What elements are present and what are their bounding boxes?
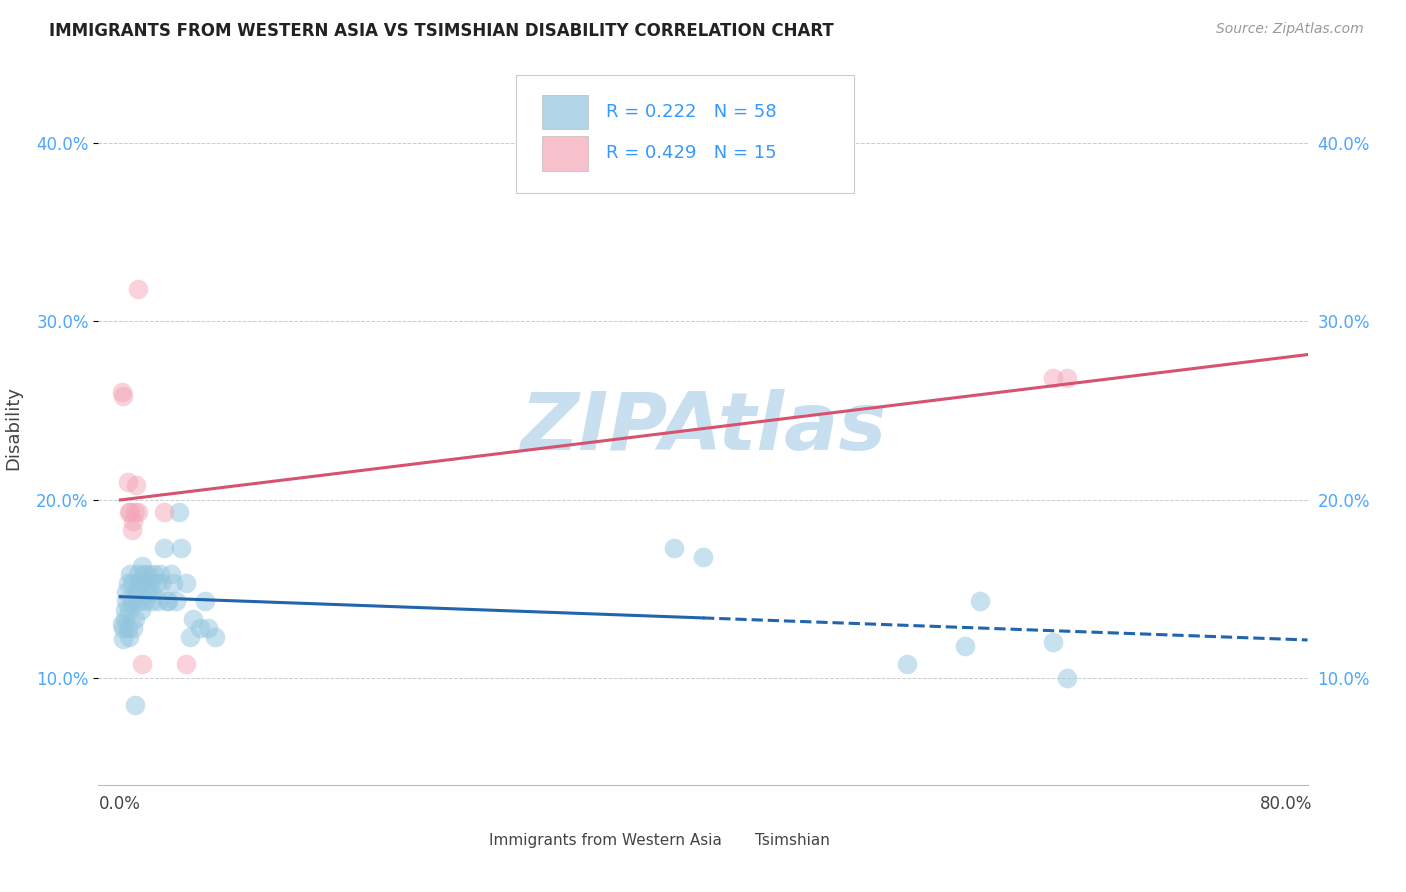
Point — [117, 621, 139, 635]
Point — [128, 576, 150, 591]
Point — [125, 585, 148, 599]
Point — [197, 621, 219, 635]
Text: Immigrants from Western Asia: Immigrants from Western Asia — [489, 833, 721, 848]
Point — [135, 585, 157, 599]
Point — [114, 603, 136, 617]
Point — [111, 385, 134, 400]
Point — [122, 514, 145, 528]
Bar — [456, 830, 482, 851]
Point — [170, 541, 193, 555]
Text: Tsimshian: Tsimshian — [755, 833, 830, 848]
FancyBboxPatch shape — [516, 75, 855, 193]
Point — [120, 505, 142, 519]
Point — [121, 523, 143, 537]
Point — [204, 630, 226, 644]
Text: R = 0.429   N = 15: R = 0.429 N = 15 — [606, 145, 778, 162]
Point — [114, 612, 136, 626]
Point — [194, 594, 217, 608]
Point — [145, 576, 167, 591]
Point — [138, 576, 160, 591]
Point — [121, 594, 143, 608]
Point — [127, 505, 149, 519]
Text: R = 0.222   N = 58: R = 0.222 N = 58 — [606, 103, 778, 121]
Point — [139, 585, 162, 599]
Point — [124, 612, 146, 626]
Point — [115, 594, 138, 608]
Text: IMMIGRANTS FROM WESTERN ASIA VS TSIMSHIAN DISABILITY CORRELATION CHART: IMMIGRANTS FROM WESTERN ASIA VS TSIMSHIA… — [49, 22, 834, 40]
Point — [156, 594, 179, 608]
Text: Source: ZipAtlas.com: Source: ZipAtlas.com — [1216, 22, 1364, 37]
Text: ZIPAtlas: ZIPAtlas — [520, 389, 886, 467]
Point — [141, 594, 163, 608]
Point — [1056, 371, 1078, 385]
Point — [129, 603, 152, 617]
Point — [131, 576, 153, 591]
Point — [112, 389, 135, 403]
Point — [118, 603, 141, 617]
Point — [160, 567, 183, 582]
Point — [117, 576, 139, 591]
Point — [125, 478, 148, 492]
Point — [153, 541, 176, 555]
Point — [167, 505, 190, 519]
Point — [127, 282, 149, 296]
Point — [120, 567, 142, 582]
Point — [179, 630, 201, 644]
Point — [662, 541, 685, 555]
Point — [146, 594, 169, 608]
Point — [165, 594, 187, 608]
Point — [131, 657, 153, 671]
Point — [1042, 635, 1064, 649]
Point — [131, 558, 153, 573]
Point — [128, 594, 150, 608]
Point — [117, 475, 139, 489]
Point — [112, 621, 135, 635]
Point — [111, 617, 134, 632]
Point — [142, 567, 165, 582]
Point — [115, 585, 138, 599]
Point — [157, 594, 180, 608]
Point — [190, 621, 212, 635]
Bar — [721, 830, 748, 851]
Point — [118, 630, 141, 644]
Point — [150, 576, 173, 591]
Y-axis label: Disability: Disability — [4, 386, 22, 470]
Point — [969, 594, 991, 608]
Point — [1042, 371, 1064, 385]
Point — [136, 567, 159, 582]
Point — [692, 549, 714, 564]
Point — [162, 576, 184, 591]
Point — [121, 576, 143, 591]
Point — [132, 567, 155, 582]
Point — [134, 594, 156, 608]
Point — [124, 698, 146, 712]
Point — [181, 612, 204, 626]
Point — [955, 639, 977, 653]
Point — [174, 657, 197, 671]
Point — [112, 632, 135, 646]
Point — [1056, 671, 1078, 685]
Point — [153, 505, 176, 519]
Bar — [543, 136, 588, 170]
Bar — [543, 95, 588, 129]
Point — [124, 505, 146, 519]
Point — [149, 567, 172, 582]
Point — [122, 621, 145, 635]
Point — [118, 505, 141, 519]
Point — [127, 567, 149, 582]
Point — [174, 576, 197, 591]
Point — [896, 657, 918, 671]
